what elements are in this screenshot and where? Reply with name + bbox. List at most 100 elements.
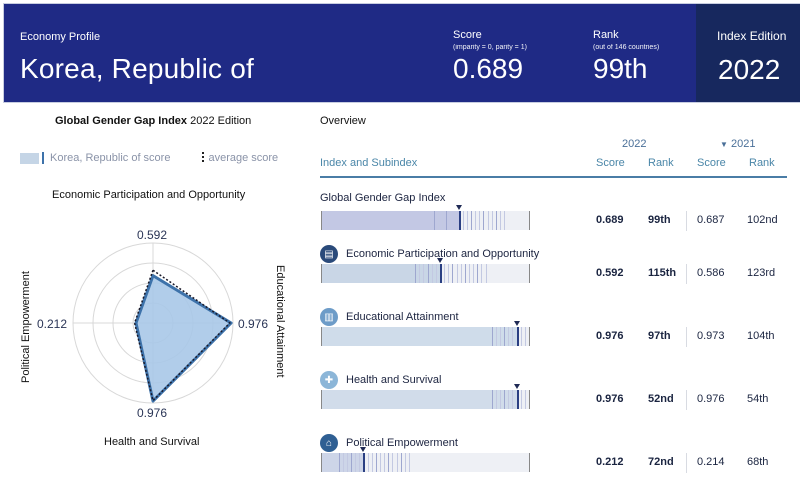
country-name: Korea, Republic of [20,53,254,84]
marker-triangle-icon [436,258,443,263]
row-rank: 72nd [648,456,674,468]
row-rank-prev: 68th [747,456,769,468]
distribution-tick [524,390,526,409]
country-marker [439,264,442,283]
score-value: 0.689 [453,53,524,84]
rank-value: 99th [593,53,648,84]
distribution-tick [475,211,477,230]
bar-fill [322,264,440,283]
country-marker [516,327,519,346]
row-title: ⌂ Political Empowerment [320,434,458,452]
rank-label: Rank [593,29,619,41]
distribution-tick [359,453,361,472]
marker-triangle-icon [360,447,367,452]
distribution-bar [321,453,530,472]
column-divider [686,264,687,284]
distribution-tick [392,453,394,472]
distribution-tick [483,211,485,230]
country-swatch-icon [20,152,39,164]
distribution-tick [431,264,433,283]
distribution-tick [512,327,514,346]
distribution-bar [321,390,530,409]
row-rank: 97th [648,330,671,342]
distribution-tick [338,453,340,472]
row-score: 0.976 [596,393,624,405]
distribution-tick [508,327,510,346]
distribution-tick [408,453,410,472]
header-rule [320,176,787,178]
radar-title-rest: 2022 Edition [187,115,252,127]
distribution-tick [495,211,497,230]
row-label: Political Empowerment [346,437,458,449]
row-rank-prev: 123rd [747,267,776,279]
marker-triangle-icon [513,321,520,326]
distribution-tick [500,211,502,230]
row-rank: 99th [648,214,671,226]
distribution-tick [375,453,377,472]
row-score-prev: 0.976 [697,393,725,405]
score-label: Score [453,29,482,41]
economic-icon: ▤ [320,245,338,263]
distribution-bar [321,327,530,346]
education-icon: ▥ [320,308,338,326]
radar-series-average [133,269,231,403]
distribution-tick [350,453,352,472]
row-title: ✚ Health and Survival [320,371,441,389]
distribution-tick [437,211,439,230]
distribution-tick [456,264,458,283]
row-title: Global Gender Gap Index [320,192,445,204]
row-score-prev: 0.214 [697,456,725,468]
row-score-prev: 0.973 [697,330,725,342]
distribution-tick [384,453,386,472]
bar-fill [322,390,517,409]
distribution-tick [485,264,487,283]
distribution-tick [491,390,493,409]
radar-series-country [134,274,233,403]
distribution-tick [471,211,473,230]
axis-label-economic: Economic Participation and Opportunity [52,189,246,201]
rank-stat: Rank (out of 146 countries) 99th [593,29,659,85]
distribution-tick [423,264,425,283]
distribution-tick [479,211,481,230]
distribution-tick [466,211,468,230]
marker-triangle-icon [513,384,520,389]
col-rank: Rank [648,157,674,169]
col-rank-prev: Rank [749,157,775,169]
distribution-bar [321,211,530,230]
row-score-prev: 0.586 [697,267,725,279]
distribution-tick [388,453,390,472]
bar-fill [322,327,517,346]
distribution-tick [504,211,506,230]
row-title: ▥ Educational Attainment [320,308,459,326]
edition-value: 2022 [718,54,781,85]
value-health: 0.976 [137,406,168,420]
row-score: 0.592 [596,267,624,279]
legend-country: Korea, Republic of score [50,152,171,164]
score-stat: Score (imparity = 0, parity = 1) 0.689 [453,29,527,85]
row-label: Health and Survival [346,374,442,386]
distribution-tick [415,264,417,283]
distribution-tick [427,264,429,283]
column-divider [686,327,687,347]
row-rank: 52nd [648,393,674,405]
index-edition: Index Edition 2022 [696,4,800,102]
distribution-tick [444,264,446,283]
distribution-tick [491,211,493,230]
column-divider [686,211,687,231]
radar-title: Global Gender Gap Index 2022 Edition [55,115,251,127]
distribution-tick [520,327,522,346]
country-marker [363,453,366,472]
distribution-tick [491,327,493,346]
radar-legend: Korea, Republic of score average score [20,152,278,164]
marker-triangle-icon [455,205,462,210]
legend-average: average score [208,152,279,164]
row-score: 0.689 [596,214,624,226]
distribution-tick [435,264,437,283]
distribution-tick [342,453,344,472]
distribution-tick [404,453,406,472]
distribution-tick [448,264,450,283]
health-icon: ✚ [320,371,338,389]
average-dotted-icon [202,152,205,164]
distribution-tick [460,264,462,283]
distribution-tick [481,264,483,283]
